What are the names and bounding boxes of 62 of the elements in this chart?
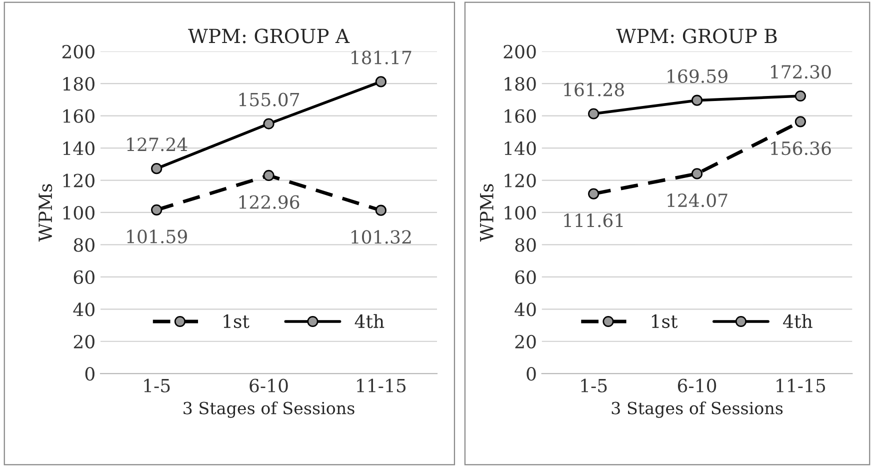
x-tick-label: 1-5 — [581, 378, 607, 392]
y-tick-label: 60 — [515, 270, 536, 284]
y-tick-label: 120 — [504, 174, 536, 188]
point — [151, 163, 162, 174]
x-tick-label: 6-10 — [678, 378, 716, 392]
y-tick-label: 40 — [73, 302, 94, 316]
point — [151, 204, 162, 216]
chart-title: WPM: GROUP B — [616, 28, 777, 44]
point — [691, 168, 703, 180]
data-label: 156.36 — [771, 141, 831, 156]
point — [375, 204, 386, 216]
data-label: 124.07 — [668, 193, 728, 208]
point — [794, 90, 806, 102]
y-tick-label: 0 — [526, 367, 536, 381]
y-tick-label: 160 — [504, 109, 536, 123]
legend-label: 4th — [354, 314, 384, 328]
y-tick-label: 0 — [85, 367, 94, 381]
y-tick-label: 20 — [74, 334, 94, 348]
y-tick-label: 80 — [515, 238, 536, 252]
chart-title: WPM: GROUP A — [188, 28, 350, 44]
data-label: 101.59 — [127, 230, 187, 244]
y-tick-label: 180 — [63, 77, 94, 91]
data-label: 111.61 — [564, 214, 623, 228]
legend-label: 1st — [224, 314, 250, 328]
y-axis-title: WPMs — [480, 184, 494, 242]
x-axis-title: 3 Stages of Sessions — [184, 401, 354, 418]
data-label: 169.59 — [668, 69, 728, 83]
y-tick-label: 120 — [63, 174, 94, 188]
data-label: 155.07 — [239, 92, 300, 106]
data-label: 127.24 — [127, 138, 188, 152]
y-tick-label: 100 — [504, 206, 536, 220]
point — [263, 170, 274, 182]
y-tick-label: 100 — [63, 206, 94, 220]
y-tick-label: 80 — [74, 238, 94, 252]
y-tick-label: 160 — [63, 109, 94, 123]
y-tick-label: 140 — [63, 142, 94, 156]
y-tick-label: 200 — [504, 44, 536, 58]
y-tick-label: 180 — [504, 77, 536, 91]
data-label: 122.96 — [239, 195, 300, 209]
point — [588, 108, 600, 120]
point — [588, 188, 600, 200]
y-tick-label: 60 — [74, 270, 94, 284]
y-axis-title: WPMs — [38, 184, 52, 242]
x-axis-title: 3 Stages of Sessions — [612, 401, 783, 418]
point — [375, 76, 386, 88]
point — [794, 116, 806, 128]
legend-label: 1st — [652, 314, 678, 328]
data-label: 161.28 — [564, 82, 624, 96]
y-tick-label: 140 — [504, 142, 536, 156]
legend-label: 4th — [783, 314, 812, 328]
y-tick-label: 40 — [514, 302, 536, 316]
point — [691, 94, 703, 106]
y-tick-label: 200 — [62, 44, 94, 58]
x-tick-label: 11-15 — [776, 378, 826, 392]
x-tick-label: 6-10 — [250, 378, 288, 392]
data-label: 101.32 — [352, 230, 411, 244]
data-label: 172.30 — [771, 64, 831, 79]
data-label: 181.17 — [352, 50, 412, 64]
x-tick-label: 1-5 — [144, 378, 170, 392]
point — [263, 118, 274, 130]
y-tick-label: 20 — [515, 334, 536, 348]
x-tick-label: 11-15 — [357, 378, 406, 392]
